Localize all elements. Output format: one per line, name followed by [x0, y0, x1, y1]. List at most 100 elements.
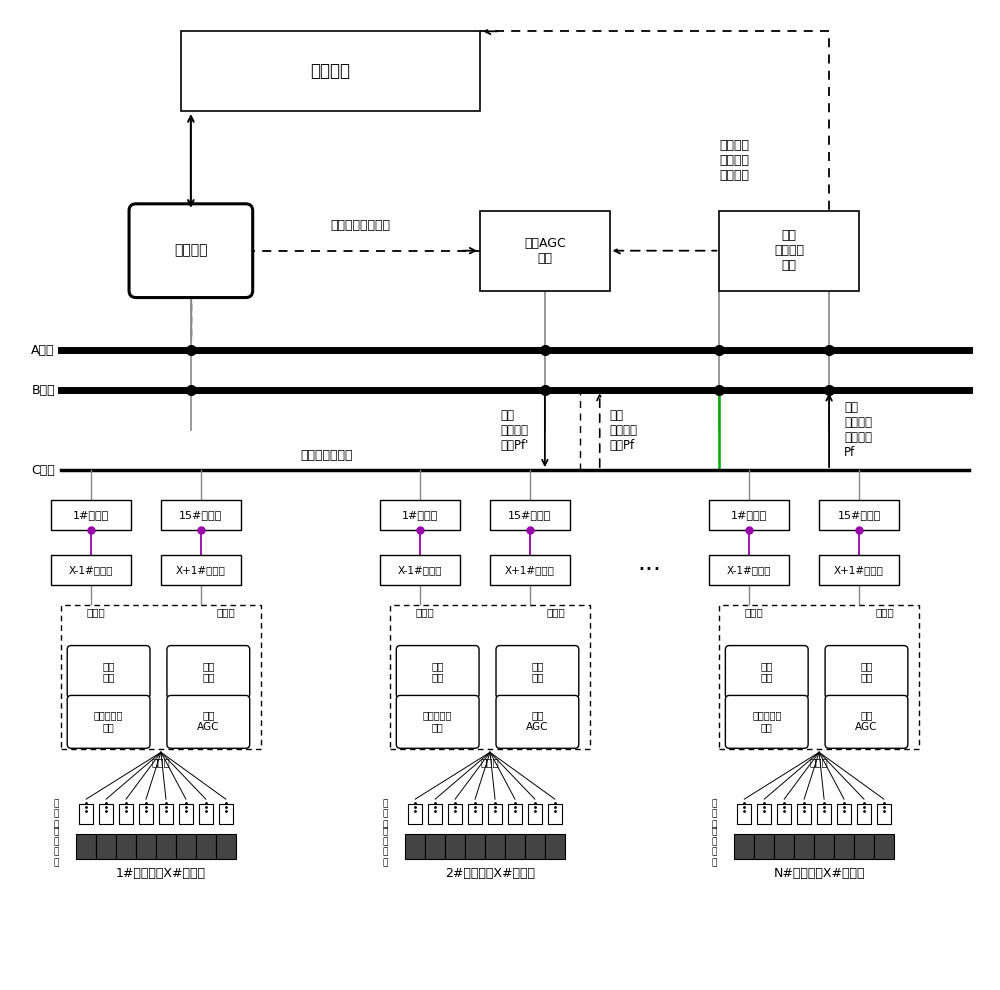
Text: B网段: B网段 — [31, 384, 55, 397]
Bar — [819, 554, 899, 585]
Bar — [51, 500, 131, 530]
Text: 通信
管理: 通信 管理 — [531, 660, 544, 682]
Bar — [61, 605, 261, 749]
Bar — [834, 834, 854, 859]
Bar — [79, 804, 93, 824]
Bar — [777, 804, 791, 824]
Bar — [76, 834, 96, 859]
Text: X-1#子方阵: X-1#子方阵 — [69, 564, 113, 575]
Bar — [490, 500, 570, 530]
Bar — [754, 834, 774, 859]
Bar — [545, 834, 565, 859]
Bar — [794, 834, 814, 859]
Text: 功率预测与
申请: 功率预测与 申请 — [423, 711, 452, 733]
Text: 光
伏
组
件: 光 伏 组 件 — [54, 827, 59, 867]
Text: 环网出: 环网出 — [217, 608, 236, 618]
FancyBboxPatch shape — [825, 645, 908, 698]
Bar — [817, 804, 831, 824]
Text: 逆
变
器: 逆 变 器 — [712, 799, 717, 829]
Bar — [380, 500, 460, 530]
Text: 环网进: 环网进 — [415, 608, 434, 618]
Text: X-1#子方阵: X-1#子方阵 — [727, 564, 772, 575]
Bar — [176, 834, 196, 859]
Bar — [505, 834, 525, 859]
Bar — [51, 554, 131, 585]
FancyBboxPatch shape — [67, 695, 150, 748]
Text: 光纤环网交换机: 光纤环网交换机 — [301, 448, 353, 461]
Text: 通信
管理: 通信 管理 — [860, 660, 873, 682]
Bar — [709, 554, 789, 585]
Text: X+1#子方阵: X+1#子方阵 — [505, 564, 555, 575]
Bar — [408, 804, 422, 824]
Text: N#光纤环网X#子方阵: N#光纤环网X#子方阵 — [773, 867, 865, 880]
Bar — [181, 32, 480, 111]
Text: A网段: A网段 — [31, 344, 55, 357]
Text: C网段: C网段 — [31, 463, 55, 476]
Text: 远动装置: 远动装置 — [174, 244, 208, 257]
Text: 15#子方阵: 15#子方阵 — [508, 510, 552, 520]
Text: 光
伏
组
件: 光 伏 组 件 — [712, 827, 717, 867]
Bar — [488, 804, 502, 824]
Text: 功率预测与
申请: 功率预测与 申请 — [94, 711, 123, 733]
Bar — [480, 211, 610, 291]
FancyBboxPatch shape — [725, 645, 808, 698]
Text: 调度中心: 调度中心 — [310, 62, 350, 80]
Text: 1#子方阵: 1#子方阵 — [73, 510, 109, 520]
Text: 通信
管理: 通信 管理 — [202, 660, 215, 682]
Text: 保护
测控: 保护 测控 — [760, 660, 773, 682]
Text: X-1#子方阵: X-1#子方阵 — [398, 564, 442, 575]
Text: 光
伏
组
件: 光 伏 组 件 — [383, 827, 388, 867]
Text: 环网进: 环网进 — [744, 608, 763, 618]
Bar — [425, 834, 445, 859]
Text: 厂站
功率预测
系统: 厂站 功率预测 系统 — [774, 230, 804, 272]
Bar — [99, 804, 113, 824]
Bar — [428, 804, 442, 824]
Bar — [390, 605, 590, 749]
Bar — [216, 834, 236, 859]
Bar — [548, 804, 562, 824]
Text: 方阵
发电功率
申请Pf: 方阵 发电功率 申请Pf — [610, 409, 638, 451]
Bar — [719, 211, 859, 291]
Bar — [156, 834, 176, 859]
Bar — [874, 834, 894, 859]
Text: 厂站AGC
系统: 厂站AGC 系统 — [524, 237, 566, 264]
FancyBboxPatch shape — [129, 204, 253, 298]
Bar — [757, 804, 771, 824]
Bar — [159, 804, 173, 824]
Text: 环网进: 环网进 — [86, 608, 105, 618]
Bar — [468, 804, 482, 824]
FancyBboxPatch shape — [396, 695, 479, 748]
Text: 通讯线: 通讯线 — [810, 757, 828, 767]
Bar — [837, 804, 851, 824]
FancyBboxPatch shape — [167, 645, 250, 698]
Bar — [814, 834, 834, 859]
Bar — [196, 834, 216, 859]
Bar — [877, 804, 891, 824]
FancyBboxPatch shape — [825, 695, 908, 748]
Text: 方阵
AGC: 方阵 AGC — [855, 711, 878, 733]
Text: 通讯线: 通讯线 — [481, 757, 499, 767]
Bar — [136, 834, 156, 859]
Bar — [525, 834, 545, 859]
Bar — [161, 554, 241, 585]
Bar — [797, 804, 811, 824]
Text: 环网出: 环网出 — [875, 608, 894, 618]
Bar — [161, 500, 241, 530]
Text: 1#子方阵: 1#子方阵 — [731, 510, 767, 520]
Text: 保护
测控: 保护 测控 — [102, 660, 115, 682]
Text: 保护
测控: 保护 测控 — [431, 660, 444, 682]
FancyBboxPatch shape — [167, 695, 250, 748]
Text: X+1#子方阵: X+1#子方阵 — [176, 564, 226, 575]
FancyBboxPatch shape — [396, 645, 479, 698]
Text: 厂站发电
功率预测
数据上送: 厂站发电 功率预测 数据上送 — [719, 140, 749, 182]
FancyBboxPatch shape — [496, 645, 579, 698]
Text: 功率预测与
申请: 功率预测与 申请 — [752, 711, 781, 733]
Bar — [380, 554, 460, 585]
Bar — [857, 804, 871, 824]
Text: 2#光纤环网X#子方阵: 2#光纤环网X#子方阵 — [445, 867, 535, 880]
Text: 逆
变
器: 逆 变 器 — [54, 799, 59, 829]
Bar — [734, 834, 754, 859]
Bar — [737, 804, 751, 824]
Text: 1#光纤环网X#子方阵: 1#光纤环网X#子方阵 — [116, 867, 206, 880]
Bar — [854, 834, 874, 859]
